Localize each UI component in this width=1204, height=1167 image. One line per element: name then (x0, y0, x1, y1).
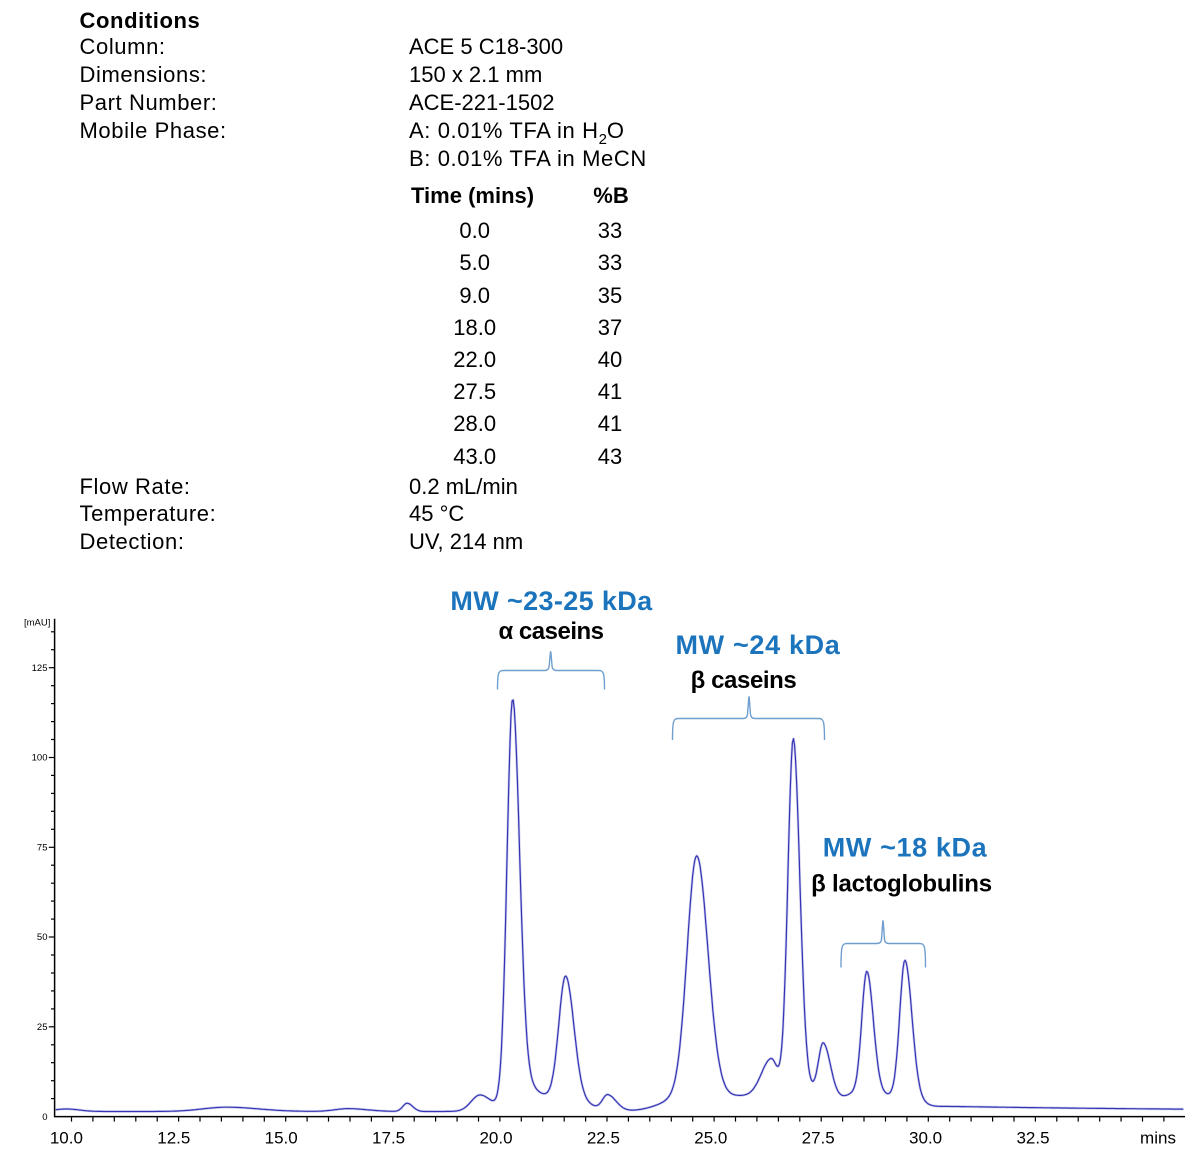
svg-text:12.5: 12.5 (157, 1129, 190, 1148)
svg-text:MW ~24 kDa: MW ~24 kDa (675, 630, 840, 660)
svg-text:MW ~23-25 kDa: MW ~23-25 kDa (450, 586, 653, 616)
svg-text:0: 0 (42, 1112, 47, 1123)
svg-text:25: 25 (37, 1022, 48, 1033)
svg-text:10.0: 10.0 (50, 1129, 83, 1148)
svg-text:β caseins: β caseins (691, 667, 797, 694)
svg-text:β lactoglobulins: β lactoglobulins (811, 871, 992, 898)
svg-text:27.5: 27.5 (802, 1129, 835, 1148)
svg-text:32.5: 32.5 (1016, 1129, 1049, 1148)
svg-text:[mAU]: [mAU] (24, 618, 50, 629)
svg-text:125: 125 (32, 663, 48, 674)
svg-text:15.0: 15.0 (265, 1129, 298, 1148)
svg-text:MW ~18 kDa: MW ~18 kDa (823, 832, 988, 862)
svg-text:50: 50 (37, 932, 48, 943)
svg-text:α caseins: α caseins (499, 618, 604, 645)
svg-text:20.0: 20.0 (479, 1129, 512, 1148)
svg-text:75: 75 (37, 843, 48, 854)
svg-text:mins: mins (1140, 1129, 1176, 1148)
svg-text:30.0: 30.0 (909, 1129, 942, 1148)
svg-text:22.5: 22.5 (587, 1129, 620, 1148)
svg-text:25.0: 25.0 (694, 1129, 727, 1148)
svg-text:17.5: 17.5 (372, 1129, 405, 1148)
svg-text:100: 100 (32, 753, 48, 764)
